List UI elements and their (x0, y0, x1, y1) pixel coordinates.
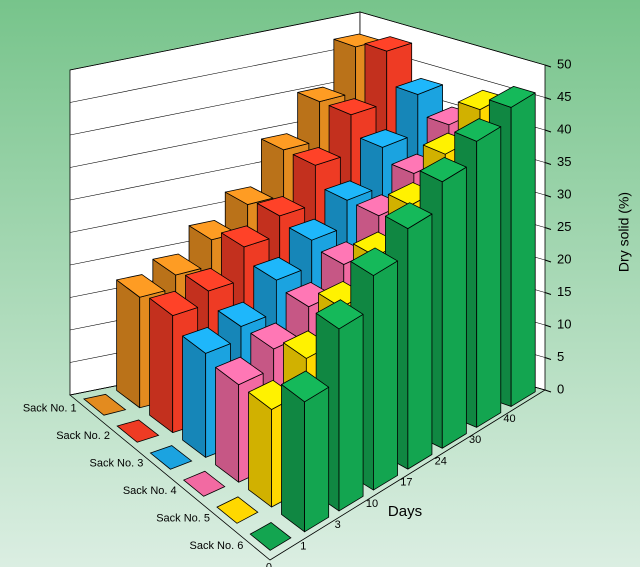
x-tick-label: 17 (400, 477, 412, 489)
bar-top (364, 36, 413, 52)
legend-label: Sack No. 4 (123, 485, 177, 497)
y-tick-label: 30 (557, 186, 571, 201)
y-tick (544, 357, 552, 360)
bar-top (256, 196, 306, 217)
bar-side (182, 335, 207, 458)
bar-top (419, 157, 467, 183)
bar (281, 370, 330, 533)
bar-top (292, 147, 341, 166)
bar-top (395, 77, 443, 95)
y-tick (544, 194, 552, 198)
bar-top (297, 86, 346, 102)
y-tick (544, 292, 552, 295)
y-tick (544, 389, 552, 393)
y-tick-label: 0 (557, 381, 564, 396)
legend-label: Sack No. 6 (190, 540, 244, 552)
x-axis-label: Days (388, 503, 422, 520)
legend-swatch (116, 419, 160, 443)
y-tick-label: 35 (557, 154, 571, 169)
y-tick-label: 40 (557, 121, 571, 136)
bar-top (149, 290, 199, 316)
y-tick-label: 5 (557, 349, 564, 364)
bar-side (116, 279, 141, 409)
legend-label: Sack No. 5 (156, 513, 210, 525)
bar-top (220, 225, 270, 248)
x-tick-label: 40 (503, 413, 515, 425)
y-tick (544, 227, 552, 230)
bar-top (328, 98, 377, 116)
bar-side (149, 297, 174, 433)
y-axis-label: Dry solid (%) (616, 192, 632, 272)
bar-top (281, 370, 330, 403)
bar-top (185, 267, 234, 292)
bar-front (304, 386, 330, 533)
bar-top (215, 356, 264, 386)
y-tick-label: 50 (557, 56, 571, 71)
bar-top (324, 180, 373, 201)
y-tick (544, 259, 552, 263)
bar-top (261, 133, 310, 151)
bar-top (350, 247, 398, 276)
bar-top (288, 218, 337, 241)
bar-top (360, 129, 408, 148)
bar-top (385, 202, 433, 230)
x-tick-label: 30 (469, 434, 481, 446)
y-tick-label: 20 (557, 251, 571, 266)
bar-front (338, 313, 364, 512)
bar-top (224, 186, 274, 205)
x-tick-label: 24 (435, 455, 447, 467)
y-tick-label: 25 (557, 219, 571, 234)
y-tick-label: 10 (557, 316, 571, 331)
grid-line (69, 11, 546, 71)
x-tick-label: 1 (300, 540, 306, 552)
y-tick-label: 45 (557, 89, 571, 104)
legend-swatch (182, 470, 226, 497)
y-tick (544, 162, 552, 165)
y-tick (544, 129, 552, 133)
bar-top (182, 327, 231, 354)
bar-side (248, 391, 273, 508)
bar (315, 299, 364, 512)
bar-top (454, 118, 502, 142)
bar-front (373, 260, 398, 491)
bar-top (217, 301, 267, 327)
bar-side (281, 384, 305, 533)
bar-front (476, 126, 502, 428)
bar-top (253, 256, 302, 281)
y-tick-label: 15 (557, 284, 571, 299)
bar-front (441, 166, 467, 449)
y-tick (544, 64, 552, 68)
x-tick-label: 10 (366, 498, 378, 510)
bar-side (215, 366, 240, 483)
legend-swatch (149, 445, 193, 470)
legend-swatch (216, 496, 259, 524)
bar-top (488, 85, 536, 108)
legend-label: Sack No. 1 (23, 403, 77, 415)
bar-front (407, 213, 433, 470)
bar-top (116, 274, 166, 298)
legend-label: Sack No. 2 (56, 430, 110, 442)
legend-label: Sack No. 3 (90, 458, 144, 470)
legend-swatch (83, 393, 127, 416)
bar-top (152, 253, 202, 276)
x-tick-label: 3 (335, 519, 341, 531)
y-tick (544, 324, 552, 328)
legend-swatch (249, 522, 292, 551)
y-tick (544, 97, 552, 100)
bar-top (315, 299, 364, 330)
bar-front (510, 92, 536, 407)
x-tick-label: 0 (266, 562, 272, 567)
